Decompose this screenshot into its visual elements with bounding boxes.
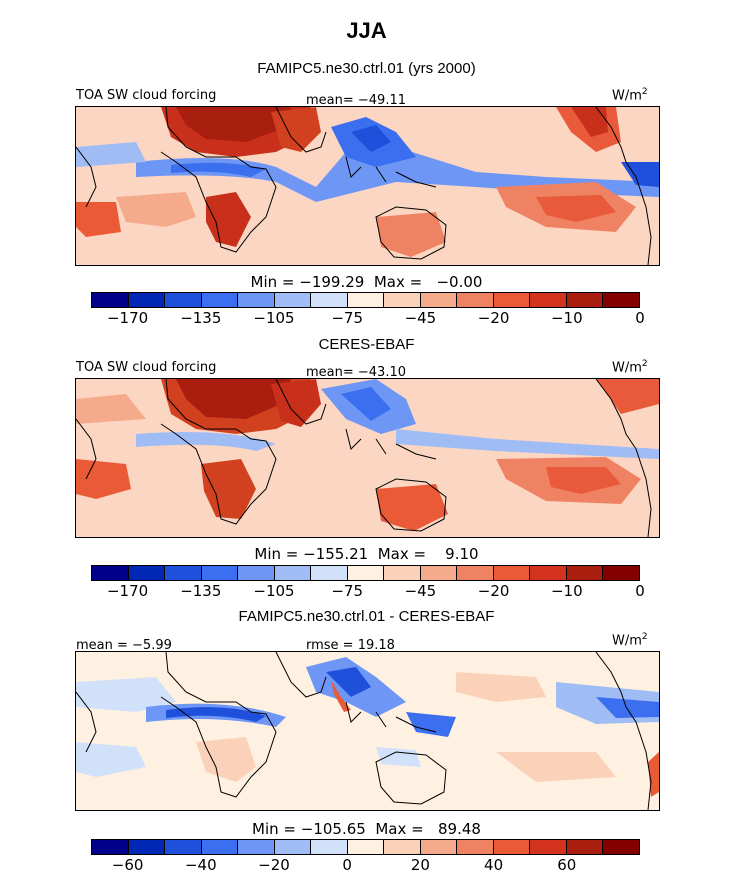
- colorbar-tick-label: −170: [106, 582, 149, 600]
- colorbar-swatch: [274, 293, 312, 307]
- panel-3-map: [75, 651, 660, 811]
- panel-2-mean-label: mean= −43.10: [306, 365, 407, 380]
- colorbar-tick-label: −75: [331, 582, 364, 600]
- colorbar-swatch: [566, 293, 604, 307]
- panel-1-stats: Min = −199.29 Max = −0.00: [250, 273, 483, 291]
- colorbar-swatch: [165, 566, 202, 580]
- colorbar-tick-label: −135: [180, 309, 222, 327]
- panel-2-map: [75, 378, 660, 538]
- panel-2-field-label: TOA SW cloud forcing: [76, 360, 217, 375]
- colorbar-swatch: [603, 566, 639, 580]
- colorbar-swatch: [92, 293, 129, 307]
- colorbar-swatch: [530, 566, 567, 580]
- panel-3-stats: Min = −105.65 Max = 89.48: [252, 820, 481, 838]
- panel-2-stats: Min = −155.21 Max = 9.10: [254, 545, 479, 563]
- panel-3-colorbar: [91, 839, 640, 855]
- colorbar-swatch: [566, 840, 604, 854]
- colorbar-tick-label: 20: [410, 856, 430, 874]
- colorbar-tick-label: −20: [477, 582, 510, 600]
- colorbar-swatch: [238, 293, 275, 307]
- colorbar-tick-label: −20: [477, 309, 510, 327]
- season-title: JJA: [346, 18, 387, 43]
- panel-3-title: FAMIPC5.ne30.ctrl.01 - CERES-EBAF: [238, 608, 495, 625]
- panel-3-units: W/m2: [612, 632, 648, 649]
- colorbar-tick-label: 40: [484, 856, 504, 874]
- colorbar-swatch: [92, 566, 129, 580]
- colorbar-swatch: [92, 840, 129, 854]
- panel-1-title: FAMIPC5.ne30.ctrl.01 (yrs 2000): [257, 60, 476, 77]
- colorbar-swatch: [274, 840, 312, 854]
- colorbar-swatch: [457, 840, 494, 854]
- colorbar-swatch: [457, 566, 494, 580]
- colorbar-swatch: [420, 566, 458, 580]
- colorbar-tick-label: −105: [253, 309, 295, 327]
- colorbar-tick-label: 0: [635, 582, 645, 600]
- panel-1-colorbar: [91, 292, 640, 308]
- panel-1-map: [75, 106, 660, 266]
- colorbar-swatch: [128, 566, 166, 580]
- colorbar-swatch: [530, 840, 567, 854]
- colorbar-swatch: [165, 840, 202, 854]
- panel-1-units: W/m2: [612, 87, 648, 104]
- colorbar-swatch: [420, 293, 458, 307]
- colorbar-swatch: [238, 840, 275, 854]
- colorbar-tick-label: −45: [404, 582, 437, 600]
- colorbar-swatch: [165, 293, 202, 307]
- panel-2-colorbar: [91, 565, 640, 581]
- colorbar-swatch: [128, 293, 166, 307]
- colorbar-swatch: [347, 293, 385, 307]
- colorbar-swatch: [384, 566, 421, 580]
- colorbar-swatch: [238, 566, 275, 580]
- colorbar-swatch: [128, 840, 166, 854]
- colorbar-swatch: [384, 840, 421, 854]
- colorbar-swatch: [493, 566, 531, 580]
- panel-1-field-label: TOA SW cloud forcing: [76, 88, 217, 103]
- colorbar-swatch: [311, 293, 348, 307]
- colorbar-swatch: [603, 840, 639, 854]
- colorbar-swatch: [457, 293, 494, 307]
- colorbar-tick-label: −105: [253, 582, 295, 600]
- colorbar-swatch: [347, 840, 385, 854]
- panel-1-mean-label: mean= −49.11: [306, 93, 407, 108]
- colorbar-swatch: [274, 566, 312, 580]
- colorbar-swatch: [420, 840, 458, 854]
- colorbar-tick-label: −135: [180, 582, 222, 600]
- colorbar-tick-label: −40: [184, 856, 217, 874]
- colorbar-swatch: [493, 293, 531, 307]
- colorbar-swatch: [201, 566, 239, 580]
- colorbar-swatch: [311, 566, 348, 580]
- colorbar-swatch: [311, 840, 348, 854]
- colorbar-tick-label: 0: [342, 856, 352, 874]
- colorbar-swatch: [201, 840, 239, 854]
- colorbar-swatch: [493, 840, 531, 854]
- colorbar-swatch: [201, 293, 239, 307]
- colorbar-tick-label: −10: [550, 582, 583, 600]
- panel-2-title: CERES-EBAF: [318, 336, 415, 353]
- colorbar-tick-label: 60: [557, 856, 577, 874]
- colorbar-tick-label: −60: [111, 856, 144, 874]
- colorbar-tick-label: −75: [331, 309, 364, 327]
- colorbar-tick-label: −45: [404, 309, 437, 327]
- colorbar-tick-label: −20: [258, 856, 290, 874]
- colorbar-tick-label: −170: [106, 309, 149, 327]
- panel-2-units: W/m2: [612, 359, 648, 376]
- panel-3-mean-label: mean = −5.99: [76, 638, 172, 653]
- colorbar-swatch: [530, 293, 567, 307]
- panel-3-rmse-label: rmse = 19.18: [306, 638, 395, 653]
- colorbar-swatch: [603, 293, 639, 307]
- colorbar-tick-label: 0: [635, 309, 645, 327]
- colorbar-swatch: [347, 566, 385, 580]
- colorbar-tick-label: −10: [550, 309, 583, 327]
- colorbar-swatch: [566, 566, 604, 580]
- colorbar-swatch: [384, 293, 421, 307]
